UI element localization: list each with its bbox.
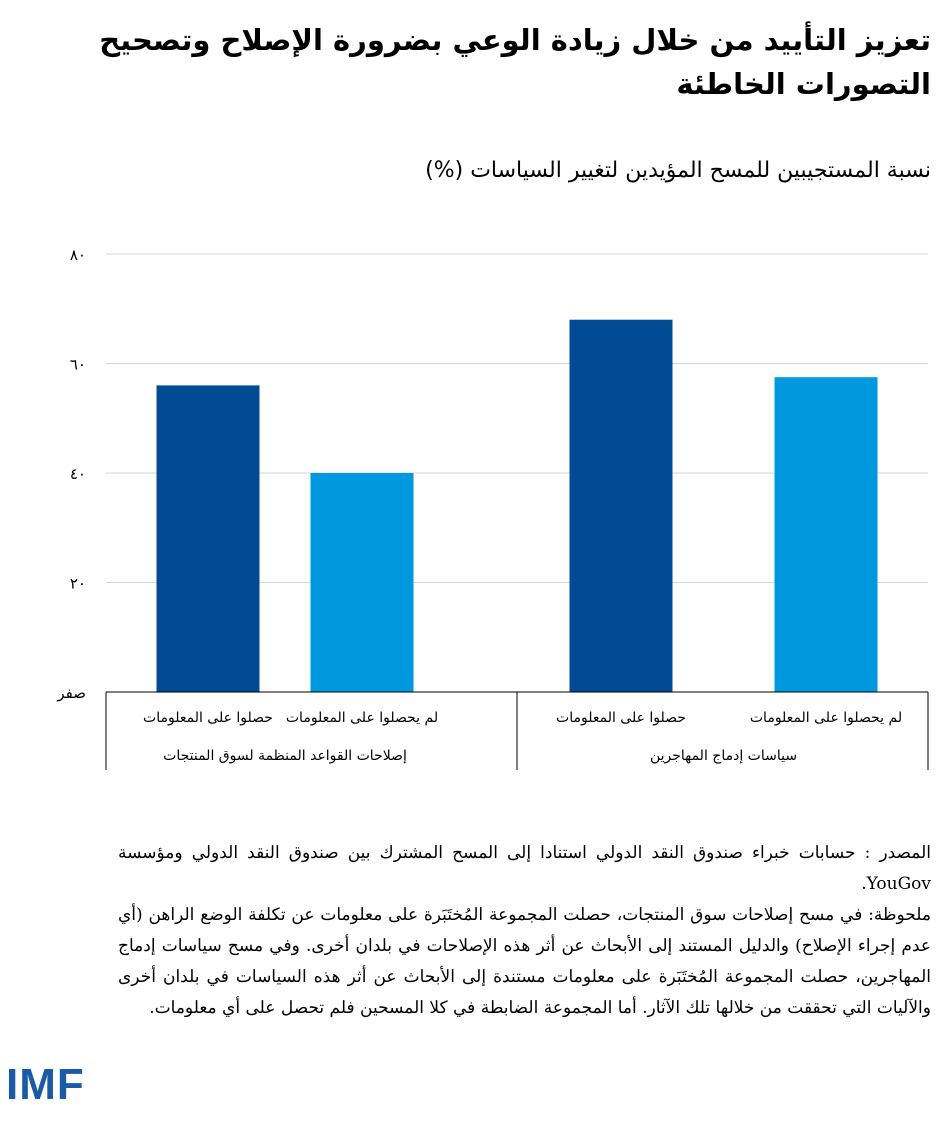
bar bbox=[156, 385, 260, 692]
x-category-label: لم يحصلوا على المعلومات bbox=[286, 710, 438, 726]
y-tick-label: ٦٠ bbox=[70, 356, 86, 374]
y-tick-label: ٨٠ bbox=[70, 246, 86, 264]
x-group-label: إصلاحات القواعد المنظمة لسوق المنتجات bbox=[163, 748, 407, 764]
bar bbox=[310, 473, 414, 692]
bar-chart: صفر ٢٠ ٤٠ ٦٠ ٨٠ لم يحصلوا على المعلومات حصلوا … bbox=[56, 246, 929, 770]
y-tick-label: ٤٠ bbox=[70, 465, 86, 483]
imf-logo: IMF bbox=[6, 1060, 85, 1109]
y-tick-label: صفر bbox=[56, 684, 86, 702]
method-note: ملحوظة: في مسح إصلاحات سوق المنتجات، حصل… bbox=[118, 905, 931, 1018]
x-category-label: لم يحصلوا على المعلومات bbox=[750, 710, 902, 726]
footnote: المصدر : حسابات خبراء صندوق النقد الدولي… bbox=[118, 838, 931, 1024]
x-group-label: سياسات إدماج المهاجرين bbox=[650, 748, 797, 764]
bar bbox=[569, 319, 673, 692]
x-category-label: حصلوا على المعلومات bbox=[556, 710, 686, 726]
y-tick-label: ٢٠ bbox=[70, 575, 86, 593]
chart-title: تعزيز التأييد من خلال زيادة الوعي بضرورة… bbox=[99, 23, 931, 101]
source-note: المصدر : حسابات خبراء صندوق النقد الدولي… bbox=[118, 843, 931, 894]
chart-subtitle: نسبة المستجيبين للمسح المؤيدين لتغيير ال… bbox=[425, 158, 931, 183]
x-category-label: حصلوا على المعلومات bbox=[143, 710, 273, 726]
bar bbox=[774, 377, 878, 692]
